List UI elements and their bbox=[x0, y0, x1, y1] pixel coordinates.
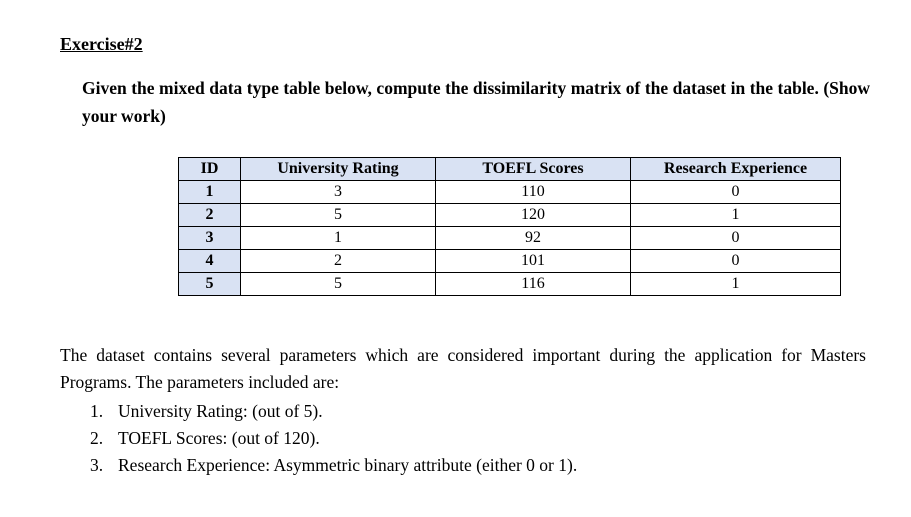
cell-id: 2 bbox=[178, 203, 241, 227]
parameter-list: 1. University Rating: (out of 5). 2. TOE… bbox=[90, 398, 577, 479]
cell-id: 4 bbox=[178, 249, 241, 273]
table-row: 3 1 92 0 bbox=[178, 226, 841, 250]
cell-id: 1 bbox=[178, 180, 241, 204]
list-item: 3. Research Experience: Asymmetric binar… bbox=[90, 452, 577, 479]
cell-university-rating: 3 bbox=[240, 180, 436, 204]
column-header-research-experience: Research Experience bbox=[630, 157, 841, 181]
table-row: 1 3 110 0 bbox=[178, 180, 841, 204]
cell-research-experience: 1 bbox=[630, 203, 841, 227]
column-header-id: ID bbox=[178, 157, 241, 181]
cell-id: 5 bbox=[178, 272, 241, 296]
column-header-university-rating: University Rating bbox=[240, 157, 436, 181]
exercise-prompt: Given the mixed data type table below, c… bbox=[82, 78, 870, 126]
cell-university-rating: 1 bbox=[240, 226, 436, 250]
exercise-heading: Exercise#2 bbox=[60, 34, 143, 54]
list-item-number: 1. bbox=[90, 401, 104, 421]
table-row: 5 5 116 1 bbox=[178, 272, 841, 296]
cell-university-rating: 5 bbox=[240, 272, 436, 296]
cell-id: 3 bbox=[178, 226, 241, 250]
cell-research-experience: 1 bbox=[630, 272, 841, 296]
dataset-description: The dataset contains several parameters … bbox=[60, 345, 866, 392]
list-item: 2. TOEFL Scores: (out of 120). bbox=[90, 425, 577, 452]
dataset-table: ID University Rating TOEFL Scores Resear… bbox=[178, 157, 841, 296]
list-item: 1. University Rating: (out of 5). bbox=[90, 398, 577, 425]
cell-university-rating: 2 bbox=[240, 249, 436, 273]
cell-research-experience: 0 bbox=[630, 226, 841, 250]
cell-research-experience: 0 bbox=[630, 249, 841, 273]
cell-toefl-score: 101 bbox=[435, 249, 631, 273]
cell-toefl-score: 110 bbox=[435, 180, 631, 204]
list-item-text: University Rating: (out of 5). bbox=[118, 401, 323, 421]
list-item-number: 3. bbox=[90, 455, 104, 475]
cell-university-rating: 5 bbox=[240, 203, 436, 227]
cell-toefl-score: 120 bbox=[435, 203, 631, 227]
table-row: 4 2 101 0 bbox=[178, 249, 841, 273]
cell-research-experience: 0 bbox=[630, 180, 841, 204]
table-header-row: ID University Rating TOEFL Scores Resear… bbox=[178, 157, 841, 181]
cell-toefl-score: 116 bbox=[435, 272, 631, 296]
cell-toefl-score: 92 bbox=[435, 226, 631, 250]
column-header-toefl-scores: TOEFL Scores bbox=[435, 157, 631, 181]
list-item-text: Research Experience: Asymmetric binary a… bbox=[118, 455, 578, 475]
table-row: 2 5 120 1 bbox=[178, 203, 841, 227]
list-item-number: 2. bbox=[90, 428, 104, 448]
list-item-text: TOEFL Scores: (out of 120). bbox=[118, 428, 320, 448]
